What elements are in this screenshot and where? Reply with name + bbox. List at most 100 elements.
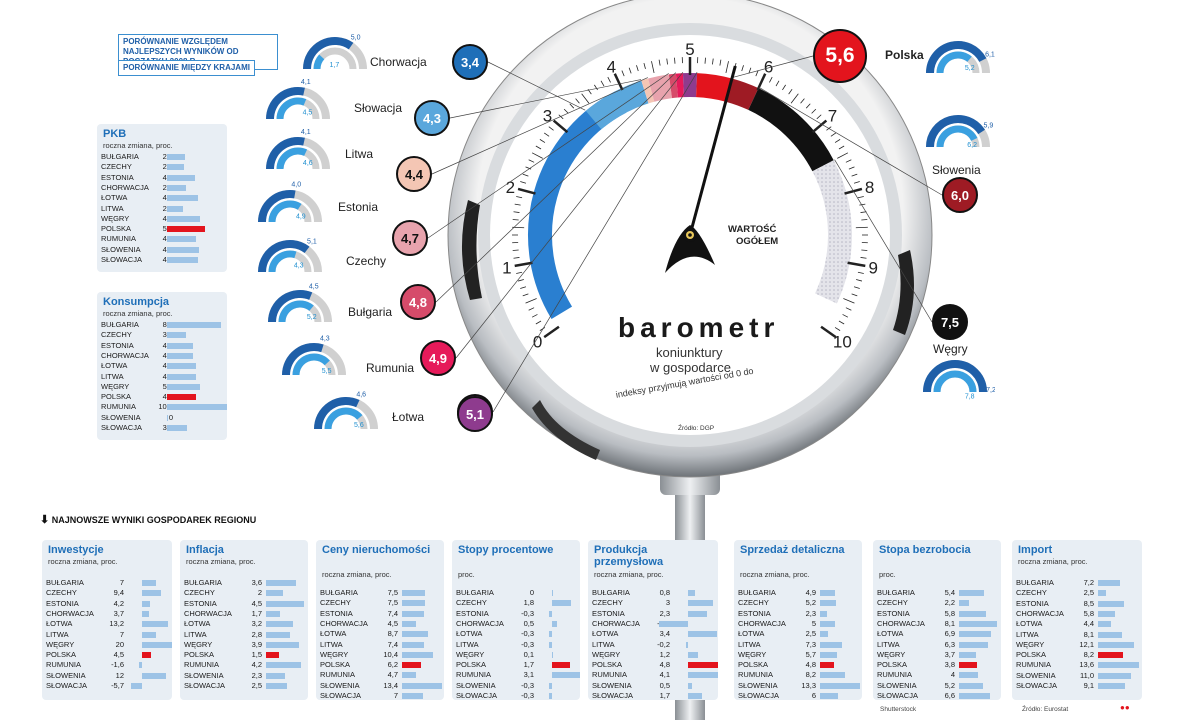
- row-value: 7,3: [805, 639, 816, 649]
- gauge-tick: [531, 314, 538, 318]
- row-country: CZECHY: [320, 598, 351, 608]
- row-value: 6,6: [944, 691, 955, 700]
- row-country: CZECHY: [592, 598, 623, 608]
- row-country: CHORWACJA: [592, 618, 640, 628]
- row-value: 7,5: [387, 588, 398, 597]
- row-bar: [167, 195, 199, 202]
- row-value: 3,7: [113, 608, 124, 618]
- row-bar: [266, 641, 299, 648]
- row-bar: [167, 322, 221, 328]
- gauge-tick: [855, 226, 868, 229]
- row-country: CZECHY: [101, 162, 132, 172]
- row-value: 6: [811, 691, 816, 700]
- row-country: ŁOTWA: [46, 619, 73, 629]
- panel-row: POLSKA 3,8: [873, 660, 1001, 670]
- row-value: 6,2: [387, 660, 398, 670]
- row-value: 7: [119, 629, 124, 639]
- row-country: ŁOTWA: [184, 619, 211, 629]
- row-country: SŁOWACJA: [46, 681, 87, 690]
- panel-row: CZECHY 9,4: [42, 588, 172, 598]
- panel-row: LITWA 7,4: [316, 640, 444, 650]
- panel-row: BUŁGARIA 4,9: [734, 588, 862, 598]
- gauge-center-label-1: WARTOŚĆ: [728, 224, 777, 235]
- panel-row: ESTONIA 4,2: [42, 599, 172, 609]
- row-value: 3,8: [944, 660, 955, 670]
- gauge-tick: [525, 298, 537, 304]
- row-value: 1,7: [659, 691, 670, 700]
- mini-gauge-outer-label: 4,3: [320, 336, 330, 343]
- footer-left: Shutterstock: [880, 706, 917, 713]
- mini-gauge-outer: [926, 41, 987, 74]
- row-value: 3,2: [251, 619, 262, 629]
- gauge-tick-label: 5: [685, 40, 694, 59]
- row-value: 2: [257, 588, 262, 598]
- row-value: 1,7: [251, 608, 262, 618]
- row-country: SŁOWACJA: [101, 255, 142, 264]
- panel-subtitle: roczna zmiana, proc.: [48, 557, 118, 566]
- panel-row: ESTONIA 2,3: [734, 609, 862, 619]
- row-country: ŁOTWA: [101, 361, 128, 371]
- gauge-tick: [512, 219, 519, 221]
- gauge-tick: [848, 166, 855, 170]
- gauge-tick: [575, 98, 580, 104]
- row-bar: [1098, 610, 1116, 617]
- panel-row: ŁOTWA 3,2: [180, 619, 308, 629]
- row-value: 7: [119, 578, 124, 587]
- row-country: RUMUNIA: [101, 402, 136, 412]
- row-value: 5,8: [944, 608, 955, 618]
- row-value: 7,4: [387, 608, 398, 618]
- row-country: ESTONIA: [877, 608, 910, 618]
- gauge-tick: [741, 65, 744, 72]
- row-bar: [167, 236, 196, 243]
- gauge-tick: [539, 139, 546, 143]
- row-country: CHORWACJA: [738, 618, 786, 628]
- mini-gauge-inner-label: 5,2: [965, 65, 975, 72]
- mini-gauge-inner: [276, 97, 307, 120]
- leader-line: [487, 61, 586, 111]
- panel-row: LITWA4,6: [97, 372, 227, 382]
- section-heading-text: NAJNOWSZE WYNIKI GOSPODAREK REGIONU: [51, 515, 257, 525]
- row-country: SŁOWENIA: [1016, 670, 1056, 680]
- gauge-tick: [520, 286, 527, 289]
- gauge-tick: [830, 132, 837, 137]
- section-heading: ⬇ NAJNOWSZE WYNIKI GOSPODAREK REGIONU: [40, 513, 256, 526]
- mini-gauge-inner: [268, 200, 302, 223]
- panel-row: SŁOWENIA 0,5: [588, 681, 718, 691]
- row-country: POLSKA: [320, 660, 351, 670]
- panel-row: RUMUNIA 4,1: [588, 670, 718, 680]
- row-country: SŁOWENIA: [320, 680, 360, 690]
- row-bar: [142, 590, 161, 597]
- leader-line: [427, 73, 669, 239]
- row-value: 0,8: [659, 588, 670, 597]
- gauge-tick: [861, 249, 868, 251]
- gauge-tick: [811, 119, 828, 134]
- panel-row: LITWA 2,8: [180, 630, 308, 640]
- gauge-tick: [666, 58, 668, 65]
- country-value-bubble: 5,1: [457, 396, 493, 432]
- panel-row: LITWA 6,3: [873, 640, 1001, 650]
- row-value: 3,4: [659, 629, 670, 639]
- gauge-tick: [674, 57, 676, 64]
- row-bar: [820, 600, 836, 607]
- row-value: 4,8: [805, 660, 816, 670]
- country-name: Słowenia: [932, 163, 981, 177]
- row-bar: [402, 651, 434, 658]
- gauge-tick: [857, 196, 864, 199]
- gauge-band-segment: [641, 78, 655, 104]
- row-bar: [820, 682, 860, 689]
- mini-gauge-outer: [303, 37, 354, 70]
- mini-gauge-inner: [292, 353, 330, 376]
- panel-subtitle: roczna zmiana, proc.: [186, 557, 256, 566]
- row-value: 0: [168, 412, 173, 422]
- panel-row: POLSKA 1,5: [180, 650, 308, 660]
- row-bar: [688, 693, 703, 699]
- row-bar: [266, 683, 287, 689]
- panel-row: LITWA 7,3: [734, 640, 862, 650]
- row-bar: [142, 641, 172, 648]
- leader-line: [449, 79, 642, 119]
- row-bar: [552, 590, 553, 596]
- gauge-tick: [860, 211, 867, 213]
- mini-gauge-inner-label: 1,7: [329, 62, 339, 69]
- gauge-tick: [847, 261, 866, 268]
